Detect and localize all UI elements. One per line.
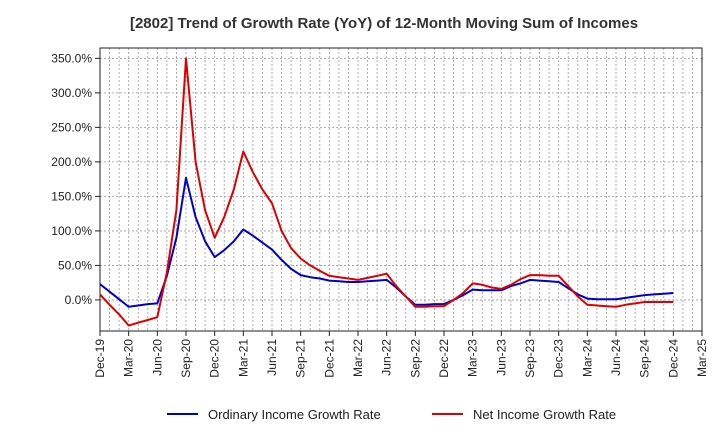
x-tick-label: Dec-19 [93, 339, 107, 378]
x-tick-label: Dec-21 [322, 339, 336, 378]
x-tick-label: Dec-24 [666, 339, 680, 378]
grid [99, 48, 703, 331]
x-tick-label: Mar-20 [122, 339, 136, 377]
x-tick-label: Sep-21 [294, 339, 308, 378]
chart-title: [2802] Trend of Growth Rate (YoY) of 12-… [130, 15, 638, 32]
x-tick-label: Jun-21 [265, 339, 279, 376]
x-axis: Dec-19 Mar-20 Jun-20 Sep-20 Dec-20 Mar-21 Jun-… [93, 331, 709, 378]
x-tick-label: Jun-20 [150, 339, 164, 376]
x-tick-label: Dec-23 [552, 339, 566, 378]
x-tick-label: Mar-22 [351, 339, 365, 377]
y-tick-label: 50.0% [58, 258, 92, 272]
x-tick-label: Mar-21 [236, 339, 250, 377]
y-axis: 350.0% 300.0% 250.0% 200.0% 150.0% 100.0% 50.0… [51, 51, 100, 307]
legend-label-net-income: Net Income Growth Rate [473, 407, 616, 422]
y-tick-label: 350.0% [51, 51, 92, 65]
x-tick-label: Dec-20 [208, 339, 222, 378]
legend: Ordinary Income Growth Rate Net Income G… [167, 407, 616, 422]
x-tick-label: Sep-23 [523, 339, 537, 378]
plot-frame [99, 47, 703, 332]
series-lines [99, 57, 674, 327]
y-tick-label: 300.0% [51, 86, 92, 100]
y-tick-label: 200.0% [51, 155, 92, 169]
x-tick-label: Dec-22 [437, 339, 451, 378]
x-tick-label: Jun-24 [609, 339, 623, 376]
y-tick-label: 100.0% [51, 224, 92, 238]
y-tick-label: 250.0% [51, 120, 92, 134]
x-tick-label: Sep-24 [638, 339, 652, 378]
y-tick-label: 0.0% [65, 293, 93, 307]
x-tick-label: Sep-22 [408, 339, 422, 378]
x-tick-label: Mar-23 [466, 339, 480, 377]
x-tick-label: Mar-25 [695, 339, 709, 377]
series-line-ordinary-income [99, 176, 674, 308]
legend-label-ordinary-income: Ordinary Income Growth Rate [208, 407, 381, 422]
x-tick-label: Mar-24 [580, 339, 594, 377]
x-tick-label: Jun-22 [380, 339, 394, 376]
series-line-net-income [99, 57, 674, 327]
x-tick-label: Sep-20 [179, 339, 193, 378]
x-tick-label: Jun-23 [494, 339, 508, 376]
y-tick-label: 150.0% [51, 189, 92, 203]
